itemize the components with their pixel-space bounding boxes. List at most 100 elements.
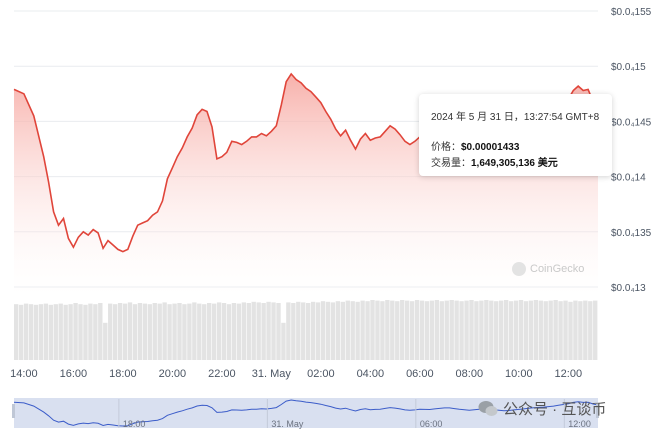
volume-bar <box>533 300 539 360</box>
volume-bar <box>68 304 73 360</box>
x-axis-labels: 14:00 16:00 18:00 20:00 22:00 31. May 02:00 04:… <box>10 368 582 380</box>
volume-bar <box>523 301 529 360</box>
volume-bar <box>281 322 286 360</box>
wechat-watermark: 公众号 · 互谈币 <box>478 398 606 419</box>
volume-bar <box>216 302 222 360</box>
volume-bar <box>325 301 331 360</box>
volume-bar <box>291 303 296 360</box>
volume-bar <box>459 301 464 360</box>
volume-bar <box>518 300 524 360</box>
y-tick-label: $0.0₄135 <box>611 228 652 239</box>
volume-bar <box>132 304 138 360</box>
navigator-line <box>13 399 599 427</box>
volume-bar <box>261 303 266 360</box>
volume-bar <box>182 304 187 360</box>
volume-bar <box>370 300 375 360</box>
volume-bar <box>207 303 212 360</box>
volume-bar <box>147 304 152 360</box>
volume-bar <box>177 303 182 360</box>
volume-bar <box>157 303 162 360</box>
volume-bar <box>335 301 341 360</box>
volume-bar <box>197 303 202 360</box>
volume-bar <box>573 300 578 360</box>
volume-bar <box>221 303 227 360</box>
navigator-right-handle[interactable] <box>596 404 599 418</box>
volume-bar <box>538 300 543 360</box>
volume-bar <box>528 300 534 360</box>
volume-bar <box>419 300 425 360</box>
tooltip-price-row: 价格：$0.00001433 <box>431 138 519 153</box>
volume-bar <box>202 304 207 360</box>
volume-bar <box>330 302 336 360</box>
volume-bar <box>568 301 573 360</box>
volume-bar <box>350 301 355 360</box>
volume-bar <box>494 301 499 360</box>
volume-bar <box>63 304 68 360</box>
volume-bar <box>583 300 588 360</box>
x-tick-label: 22:00 <box>208 368 236 380</box>
volume-bar <box>508 301 514 360</box>
y-tick-label: $0.0₄155 <box>611 7 652 18</box>
volume-bar <box>306 303 311 360</box>
volume-bar <box>439 301 444 360</box>
volume-bar <box>444 300 449 360</box>
x-tick-label: 04:00 <box>357 368 385 380</box>
navigator-labels: 18:00 31. May 06:00 12:00 <box>118 399 591 429</box>
volume-bar <box>513 300 519 360</box>
volume-bar <box>558 301 563 360</box>
volume-bar <box>103 322 108 360</box>
volume-bar <box>424 301 430 360</box>
y-tick-label: $0.0₄13 <box>611 283 646 294</box>
volume-bar <box>271 302 276 360</box>
y-axis-labels: $0.0₄155 $0.0₄15 $0.0₄145 $0.0₄14 $0.0₄135 $0… <box>611 7 652 294</box>
volume-bar <box>172 303 177 360</box>
volume-bar <box>563 300 568 360</box>
volume-bar <box>464 300 469 360</box>
x-tick-label: 31. May <box>252 368 292 380</box>
tooltip-price-value: $0.00001433 <box>461 142 520 153</box>
volume-bar <box>286 302 291 360</box>
range-navigator[interactable]: 18:00 31. May 06:00 12:00 <box>12 398 599 429</box>
tooltip-date: 2024 年 5 月 31 日，13:27:54 GMT+8 <box>431 112 600 123</box>
volume-bar <box>315 302 321 360</box>
volume-bar <box>553 300 558 360</box>
volume-bar <box>53 304 58 360</box>
volume-bar <box>241 302 247 360</box>
volume-bar <box>98 303 103 360</box>
volume-bar <box>88 303 93 360</box>
navigator-label: 12:00 <box>568 419 591 429</box>
volume-bar <box>112 304 118 360</box>
volume-bar <box>192 302 197 360</box>
volume-bar <box>236 303 242 360</box>
coingecko-watermark: CoinGecko <box>512 262 584 276</box>
volume-bar <box>266 301 271 360</box>
navigator-left-handle[interactable] <box>12 404 15 418</box>
volume-bar <box>385 300 390 360</box>
volume-bar <box>469 300 474 360</box>
volume-bar <box>548 300 553 360</box>
price-area <box>14 73 598 299</box>
x-tick-label: 14:00 <box>10 368 38 380</box>
volume-bar <box>434 300 440 360</box>
volume-bar <box>127 302 133 360</box>
volume-bars <box>14 300 598 360</box>
volume-bar <box>108 303 113 360</box>
navigator-background <box>14 398 598 428</box>
volume-bar <box>78 304 83 360</box>
volume-bar <box>48 304 53 360</box>
volume-bar <box>162 302 167 360</box>
volume-bar <box>593 300 598 360</box>
volume-bar <box>117 303 123 360</box>
volume-bar <box>58 303 63 360</box>
volume-bar <box>28 304 34 360</box>
x-tick-label: 18:00 <box>109 368 137 380</box>
y-tick-label: $0.0₄15 <box>611 62 646 73</box>
volume-bar <box>251 301 256 360</box>
volume-bar <box>484 300 489 360</box>
volume-bar <box>409 301 415 360</box>
volume-bar <box>400 300 405 360</box>
volume-bar <box>543 301 548 360</box>
volume-bar <box>142 303 148 360</box>
volume-bar <box>479 300 484 360</box>
volume-bar <box>449 300 454 360</box>
